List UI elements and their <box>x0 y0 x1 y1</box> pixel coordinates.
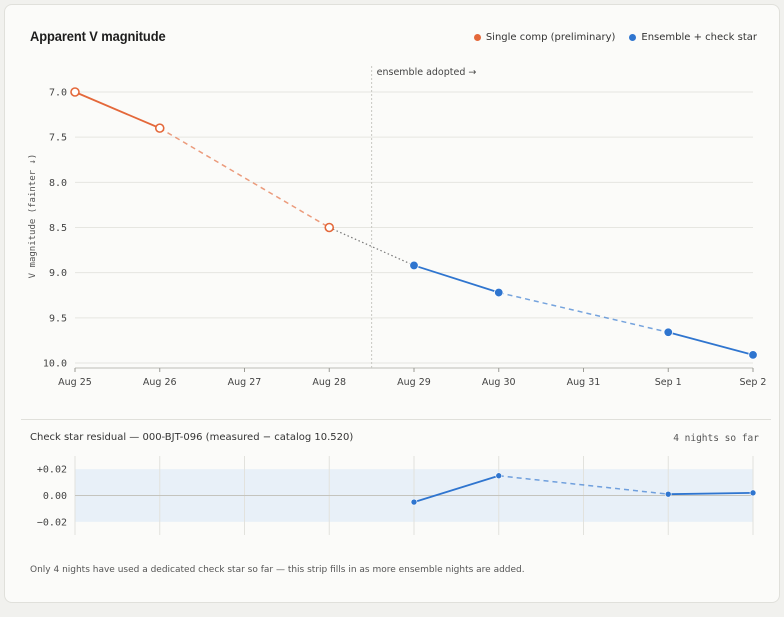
residual-y-tick-label: +0.02 <box>37 465 67 476</box>
y-tick-label: 8.0 <box>49 178 67 189</box>
y-tick-label: 9.5 <box>49 313 67 324</box>
residual-count: 4 nights so far <box>673 433 759 444</box>
x-tick-label: Aug 30 <box>482 377 516 388</box>
ensemble-point <box>409 260 419 271</box>
x-tick-label: Aug 31 <box>567 377 601 388</box>
footnote: Only 4 nights have used a dedicated chec… <box>30 565 525 575</box>
x-tick-label: Aug 28 <box>312 377 346 388</box>
x-tick-label: Sep 1 <box>655 377 682 388</box>
series-bridge-segment <box>329 226 415 266</box>
residual-point <box>749 489 757 497</box>
single-comp-gap-segment <box>159 127 330 229</box>
ensemble-gap-segment <box>498 291 669 334</box>
ensemble-point <box>663 327 673 337</box>
legend-marker-ensemble <box>629 34 637 41</box>
ensemble-segment <box>668 331 754 356</box>
residual-segment <box>668 491 754 496</box>
legend-item-ensemble: Ensemble + check star <box>629 32 757 43</box>
x-tick-label: Aug 27 <box>228 377 262 388</box>
y-tick-label: 9.0 <box>49 268 67 279</box>
legend-label-ensemble: Ensemble + check star <box>641 32 757 43</box>
y-axis-label: V magnitude (fainter ↓) <box>28 154 38 279</box>
legend-item-single-comp: Single comp (preliminary) <box>473 32 616 43</box>
x-tick-label: Aug 29 <box>397 377 431 388</box>
residual-point <box>410 498 418 506</box>
x-tick-label: Sep 2 <box>740 377 767 388</box>
residual-point <box>664 490 672 498</box>
ensemble-segment <box>413 264 500 294</box>
single-comp-segment <box>74 91 161 129</box>
x-tick-label: Aug 26 <box>143 377 177 388</box>
legend: Single comp (preliminary) Ensemble + che… <box>473 32 757 43</box>
y-tick-label: 7.5 <box>49 133 67 144</box>
legend-label-single-comp: Single comp (preliminary) <box>485 32 616 43</box>
residual-title: Check star residual — 000-BJT-096 (measu… <box>30 432 354 443</box>
residual-y-tick-label: −0.02 <box>37 517 67 528</box>
section-divider <box>21 419 771 420</box>
ensemble-point <box>748 350 758 360</box>
y-tick-label: 8.5 <box>49 223 67 234</box>
residual-gap-segment <box>498 475 669 495</box>
ensemble-point <box>494 287 504 298</box>
residual-segment <box>413 474 500 503</box>
single-comp-point <box>70 87 80 97</box>
y-tick-label: 7.0 <box>49 88 67 99</box>
x-tick-label: Aug 25 <box>58 377 92 388</box>
y-tick-label: 10.0 <box>43 359 67 370</box>
residual-y-tick-label: 0.00 <box>43 491 67 502</box>
annotation-label: ensemble adopted → <box>377 67 477 78</box>
chart-title: Apparent V magnitude <box>30 28 166 44</box>
single-comp-point <box>324 222 335 233</box>
residual-point <box>495 472 503 480</box>
single-comp-point <box>154 123 165 133</box>
legend-marker-single-comp <box>473 34 481 41</box>
